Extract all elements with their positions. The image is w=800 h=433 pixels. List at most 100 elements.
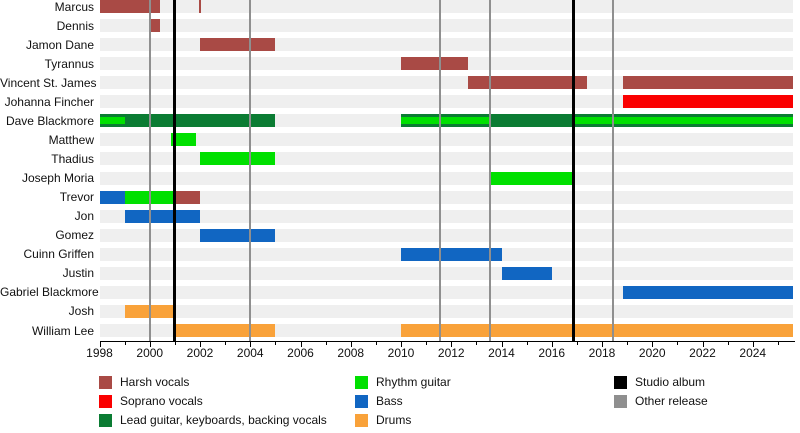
axis-minor-tick	[275, 342, 277, 345]
legend-label: Rhythm guitar	[376, 375, 451, 389]
timeline-overlay-rhythm	[99, 117, 125, 125]
row-band	[99, 304, 793, 318]
x-axis-line	[99, 341, 795, 342]
axis-major-tick	[350, 342, 352, 347]
timeline-bar-harsh	[99, 0, 160, 13]
axis-tick-label: 2014	[488, 346, 515, 360]
legend-label: Drums	[376, 413, 412, 427]
legend-label: Soprano vocals	[120, 394, 203, 408]
axis-tick-label: 2004	[236, 346, 264, 360]
axis-minor-tick	[576, 342, 578, 345]
axis-minor-tick	[426, 342, 428, 345]
row-label: Marcus	[54, 0, 94, 14]
legend-swatch-other	[614, 395, 627, 408]
row-label: Joseph Moria	[21, 171, 94, 186]
row-band	[99, 209, 793, 223]
axis-tick-label: 2024	[739, 346, 767, 360]
axis-major-tick	[300, 342, 302, 347]
axis-major-tick	[401, 342, 402, 347]
legend-label: Bass	[376, 394, 403, 408]
axis-major-tick	[200, 342, 201, 347]
timeline-bar-bass	[401, 247, 502, 261]
timeline-bar-harsh	[401, 57, 468, 71]
row-label: Tyrannus	[44, 56, 94, 71]
row-band	[99, 76, 793, 90]
row-label: William Lee	[31, 323, 94, 338]
legend-swatch-lead	[99, 414, 112, 427]
gridline-other-release	[249, 0, 252, 341]
gridline-studio-album	[173, 0, 177, 341]
axis-major-tick	[551, 342, 553, 347]
axis-tick-label: 2012	[437, 346, 465, 360]
legend-swatch-bass	[355, 395, 368, 408]
row-label: Vincent St. James	[0, 75, 97, 90]
row-label: Dennis	[56, 18, 94, 33]
row-label: Jamon Dane	[25, 37, 94, 52]
row-band	[99, 133, 793, 147]
legend-swatch-soprano	[99, 395, 112, 408]
axis-minor-tick	[476, 342, 478, 345]
timeline-bar-bass	[99, 190, 125, 204]
axis-minor-tick	[225, 342, 227, 345]
gridline-other-release	[489, 0, 492, 341]
legend-label: Studio album	[635, 375, 706, 389]
timeline-bar-harsh	[149, 19, 160, 33]
row-band	[99, 0, 793, 13]
timeline-bar-harsh	[467, 76, 587, 90]
row-label: Thadius	[51, 151, 94, 166]
timeline-bar-harsh	[198, 0, 202, 13]
axis-minor-tick	[526, 342, 528, 345]
timeline-bar-harsh	[200, 38, 276, 52]
axis-major-tick	[602, 342, 603, 347]
row-label: Gabriel Blackmore	[0, 285, 99, 300]
timeline-overlay-rhythm	[573, 117, 793, 125]
legend-label: Harsh vocals	[120, 375, 190, 389]
axis-tick-label: 2000	[136, 346, 164, 360]
axis-minor-tick	[727, 342, 729, 345]
timeline-bar-lead	[99, 114, 276, 128]
axis-minor-tick	[124, 342, 126, 345]
axis-tick-label: 2010	[387, 346, 415, 360]
axis-minor-tick	[677, 342, 679, 345]
row-band	[99, 285, 793, 299]
row-label: Jon	[74, 209, 94, 224]
legend: Harsh vocals Soprano vocals Lead guitar, k…	[0, 370, 800, 433]
legend-swatch-drums	[355, 414, 368, 427]
axis-tick-label: 2006	[287, 346, 314, 360]
timeline-bar-bass	[623, 285, 793, 299]
axis-major-tick	[149, 342, 151, 347]
axis-tick-label: 2016	[538, 346, 566, 360]
axis-tick-label: 2018	[588, 346, 616, 360]
row-band	[99, 19, 793, 33]
row-band	[99, 190, 793, 204]
axis-major-tick	[250, 342, 252, 347]
axis-major-tick	[451, 342, 453, 347]
axis-minor-tick	[627, 342, 629, 345]
axis-tick-label: 2008	[337, 346, 365, 360]
axis-tick-label: 1998	[86, 346, 113, 360]
timeline-bar-rhythm	[490, 171, 574, 185]
timeline-bar-harsh	[623, 76, 793, 90]
row-label: Gomez	[55, 228, 94, 243]
timeline-bar-bass	[124, 209, 200, 223]
legend-swatch-rhythm	[355, 376, 368, 389]
row-label: Trevor	[59, 190, 94, 205]
legend-swatch-harsh	[99, 376, 112, 389]
row-band	[99, 171, 793, 185]
axis-minor-tick	[777, 342, 779, 345]
timeline-bar-drums	[401, 324, 793, 338]
row-label: Johanna Fincher	[4, 94, 94, 109]
axis-major-tick	[702, 342, 704, 347]
axis-major-tick	[752, 342, 754, 347]
axis-tick-label: 2020	[638, 346, 666, 360]
axis-major-tick	[501, 342, 503, 347]
gridline-other-release	[612, 0, 615, 341]
gridline-studio-album	[571, 0, 575, 341]
timeline-bar-harsh	[174, 190, 200, 204]
row-label: Justin	[62, 266, 94, 281]
timeline-bar-rhythm	[171, 133, 197, 147]
legend-label: Other release	[635, 394, 708, 408]
row-label: Dave Blackmore	[5, 113, 94, 128]
row-label: Cuinn Griffen	[23, 247, 94, 262]
row-band	[99, 95, 793, 109]
